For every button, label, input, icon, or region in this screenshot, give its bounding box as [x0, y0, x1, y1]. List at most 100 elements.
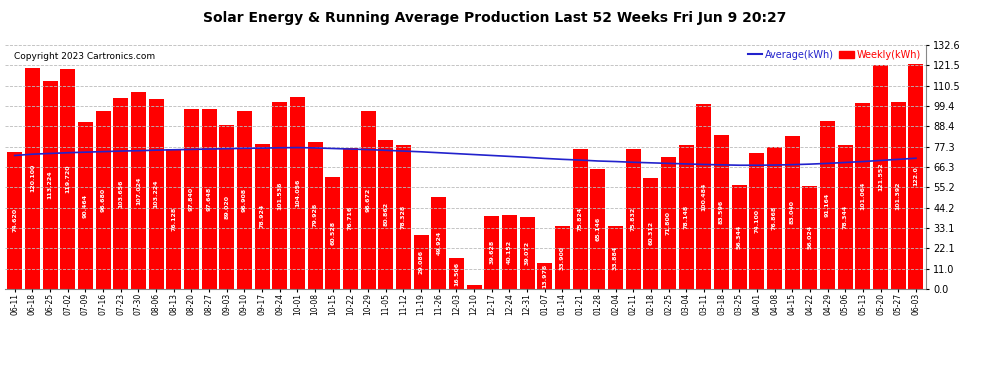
Text: 75.832: 75.832 — [631, 207, 636, 231]
Text: 39.628: 39.628 — [489, 240, 494, 264]
Bar — [555, 226, 570, 289]
Bar — [626, 149, 641, 289]
Bar — [520, 217, 535, 289]
Bar — [78, 123, 93, 289]
Legend: Average(kWh), Weekly(kWh): Average(kWh), Weekly(kWh) — [747, 50, 921, 60]
Bar — [502, 215, 517, 289]
Text: 97.840: 97.840 — [189, 187, 194, 211]
Text: 100.484: 100.484 — [701, 182, 707, 211]
Bar — [873, 65, 888, 289]
Bar — [7, 152, 22, 289]
Text: 103.656: 103.656 — [118, 179, 123, 208]
Bar — [838, 145, 852, 289]
Bar — [396, 145, 411, 289]
Bar — [820, 121, 836, 289]
Text: Copyright 2023 Cartronics.com: Copyright 2023 Cartronics.com — [14, 53, 155, 61]
Text: 90.464: 90.464 — [83, 194, 88, 217]
Bar — [148, 99, 163, 289]
Bar — [272, 102, 287, 289]
Text: 101.392: 101.392 — [896, 181, 901, 210]
Bar — [202, 109, 217, 289]
Text: 83.596: 83.596 — [719, 200, 724, 224]
Bar — [432, 197, 446, 289]
Text: 113.224: 113.224 — [48, 170, 52, 199]
Text: 107.024: 107.024 — [136, 176, 141, 205]
Text: 89.020: 89.020 — [224, 195, 230, 219]
Text: 104.056: 104.056 — [295, 179, 300, 207]
Text: 119.720: 119.720 — [65, 165, 70, 193]
Bar — [378, 140, 393, 289]
Bar — [538, 263, 552, 289]
Text: 83.040: 83.040 — [790, 200, 795, 224]
Bar — [802, 186, 818, 289]
Text: 97.648: 97.648 — [207, 187, 212, 211]
Text: 78.328: 78.328 — [401, 205, 406, 229]
Text: 74.100: 74.100 — [754, 209, 759, 232]
Text: 65.146: 65.146 — [595, 217, 600, 241]
Bar — [448, 258, 464, 289]
Bar — [572, 149, 588, 289]
Text: 60.312: 60.312 — [648, 221, 653, 245]
Bar — [343, 148, 358, 289]
Text: 103.224: 103.224 — [153, 180, 158, 208]
Bar — [254, 144, 269, 289]
Text: 80.862: 80.862 — [383, 202, 388, 226]
Text: 56.024: 56.024 — [808, 225, 813, 249]
Text: 121.552: 121.552 — [878, 163, 883, 191]
Text: 78.344: 78.344 — [842, 205, 847, 229]
Bar — [767, 147, 782, 289]
Bar — [60, 69, 75, 289]
Bar — [43, 81, 57, 289]
Bar — [749, 153, 764, 289]
Text: 33.900: 33.900 — [560, 246, 565, 270]
Bar — [25, 68, 40, 289]
Bar — [679, 145, 694, 289]
Bar — [166, 149, 181, 289]
Bar — [661, 157, 676, 289]
Bar — [308, 142, 323, 289]
Text: 78.924: 78.924 — [259, 204, 264, 228]
Bar — [414, 235, 429, 289]
Text: 16.506: 16.506 — [454, 261, 459, 286]
Bar — [184, 109, 199, 289]
Text: 75.824: 75.824 — [578, 207, 583, 231]
Bar — [466, 285, 482, 289]
Bar — [237, 111, 251, 289]
Text: 56.344: 56.344 — [737, 225, 742, 249]
Bar — [891, 102, 906, 289]
Text: 33.884: 33.884 — [613, 246, 618, 270]
Bar — [909, 64, 924, 289]
Text: 120.100: 120.100 — [30, 164, 35, 192]
Text: 91.164: 91.164 — [825, 193, 830, 217]
Text: 101.536: 101.536 — [277, 181, 282, 210]
Text: 74.620: 74.620 — [12, 208, 17, 232]
Text: 96.908: 96.908 — [242, 188, 247, 212]
Text: 76.128: 76.128 — [171, 207, 176, 231]
Bar — [484, 216, 499, 289]
Text: 60.528: 60.528 — [331, 221, 336, 245]
Bar — [326, 177, 341, 289]
Bar — [855, 103, 870, 289]
Text: 40.152: 40.152 — [507, 240, 512, 264]
Text: 96.680: 96.680 — [101, 188, 106, 212]
Text: 78.148: 78.148 — [684, 205, 689, 229]
Text: 71.800: 71.800 — [666, 211, 671, 235]
Bar — [113, 98, 129, 289]
Bar — [360, 111, 375, 289]
Text: 79.926: 79.926 — [313, 203, 318, 227]
Text: Solar Energy & Running Average Production Last 52 Weeks Fri Jun 9 20:27: Solar Energy & Running Average Productio… — [203, 11, 787, 25]
Bar — [785, 136, 800, 289]
Text: 49.924: 49.924 — [437, 231, 442, 255]
Bar — [608, 226, 623, 289]
Bar — [131, 92, 146, 289]
Bar — [644, 178, 658, 289]
Bar — [290, 98, 305, 289]
Bar — [696, 104, 712, 289]
Text: 76.868: 76.868 — [772, 206, 777, 230]
Text: 122.0: 122.0 — [914, 167, 919, 186]
Bar — [95, 111, 111, 289]
Text: 39.072: 39.072 — [525, 241, 530, 265]
Bar — [590, 169, 605, 289]
Text: 96.672: 96.672 — [365, 188, 370, 212]
Bar — [714, 135, 729, 289]
